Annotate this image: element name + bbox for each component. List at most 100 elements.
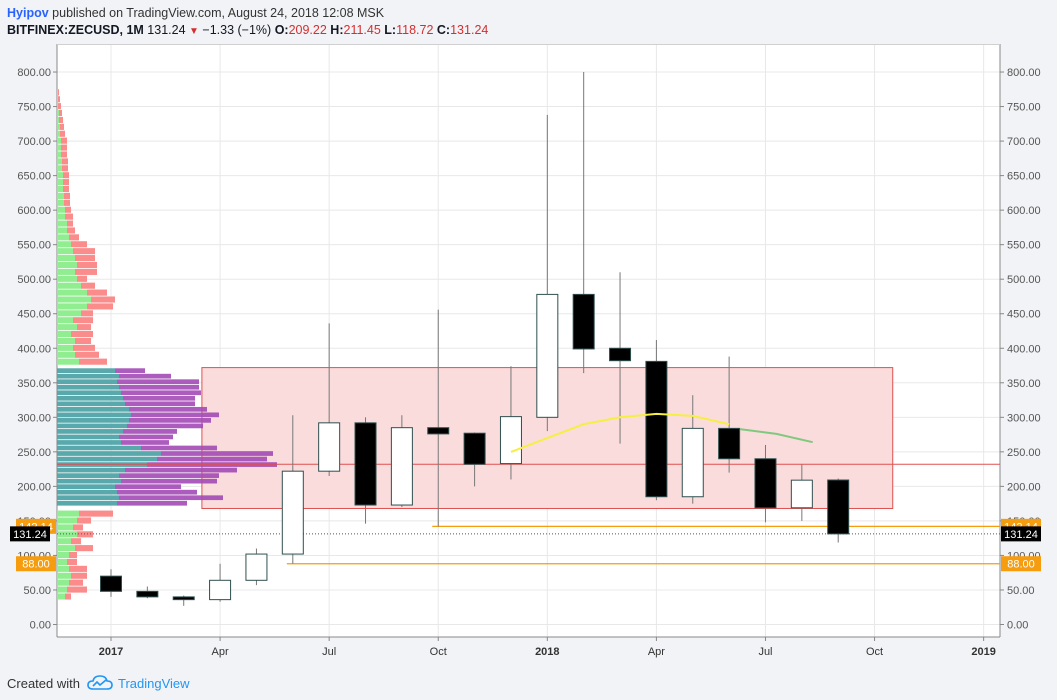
vp-bar-green xyxy=(57,89,58,96)
candle-up[interactable] xyxy=(209,579,232,601)
y-tick-label-right: 300.00 xyxy=(1007,412,1041,424)
vp-bar-green xyxy=(57,130,60,137)
candle-down[interactable] xyxy=(463,432,486,465)
candle-up[interactable] xyxy=(790,479,813,509)
vp-bar-teal xyxy=(57,434,119,440)
high-label: H: xyxy=(330,23,344,37)
vp-bar-red xyxy=(87,289,107,296)
y-tick-label-right: 0.00 xyxy=(1007,620,1028,632)
symbol-label[interactable]: BITFINEX:ZECUSD, 1M xyxy=(7,23,144,37)
vp-bar-green xyxy=(57,179,63,186)
vp-bar-purple xyxy=(125,401,195,407)
vp-bar-red xyxy=(91,296,115,303)
vp-bar-red xyxy=(81,282,95,289)
candle-up[interactable] xyxy=(499,416,522,465)
vp-bar-teal xyxy=(57,445,141,451)
vp-bar-green xyxy=(57,358,79,365)
y-tick-label-left: 400.00 xyxy=(17,343,51,355)
vp-bar-green xyxy=(57,586,67,593)
vp-bar-green xyxy=(57,110,59,117)
vp-bar-red xyxy=(73,248,95,255)
close-value: 131.24 xyxy=(450,23,489,37)
level-tag-right-bg xyxy=(1001,556,1041,572)
x-tick-label: Apr xyxy=(212,646,229,658)
vp-bar-purple xyxy=(125,467,237,473)
vp-bar-purple xyxy=(157,456,267,462)
vp-bar-green xyxy=(57,330,71,338)
vp-bar-red xyxy=(65,593,71,600)
vp-bar-red xyxy=(61,151,67,158)
vp-bar-red xyxy=(77,517,91,524)
candle-up[interactable] xyxy=(318,422,341,472)
vp-bar-green xyxy=(57,185,63,193)
y-tick-label-right: 500.00 xyxy=(1007,274,1041,286)
vp-bar-teal xyxy=(57,489,117,495)
plot-area[interactable] xyxy=(57,44,1000,637)
vp-bar-green xyxy=(57,337,75,345)
vp-bar-green xyxy=(57,123,60,130)
vp-bar-teal xyxy=(57,373,119,379)
y-tick-label-left: 500.00 xyxy=(17,274,51,286)
tradingview-brand-link[interactable]: TradingView xyxy=(118,676,190,691)
candle-up[interactable] xyxy=(536,293,559,418)
y-tick-label-left: 550.00 xyxy=(17,240,51,252)
y-axis-right: 0.0050.00100.00150.00200.00250.00300.003… xyxy=(1000,67,1041,632)
candle-up[interactable] xyxy=(681,427,704,498)
candle-up[interactable] xyxy=(281,470,304,555)
candle-up[interactable] xyxy=(390,427,413,506)
vp-bar-green xyxy=(57,593,65,600)
candle-down[interactable] xyxy=(754,458,777,509)
low-value: 118.72 xyxy=(396,23,434,37)
vp-bar-purple xyxy=(161,451,273,456)
vp-bar-red xyxy=(58,89,59,96)
x-tick-label: Jul xyxy=(758,646,772,658)
x-axis: 2017 Apr Jul Oct 2018 Apr Jul Oct 2019 xyxy=(99,637,996,658)
vp-bar-red xyxy=(77,324,91,331)
candle-down[interactable] xyxy=(354,422,377,506)
candle-down[interactable] xyxy=(427,427,450,435)
candle-down[interactable] xyxy=(609,347,632,362)
vp-bar-red xyxy=(75,545,93,552)
candle-down[interactable] xyxy=(172,596,195,601)
vp-bar-green xyxy=(57,158,62,165)
vp-bar-red xyxy=(64,192,70,199)
vp-bar-red xyxy=(73,524,83,531)
vp-bar-red xyxy=(67,586,87,593)
y-tick-label-left: 450.00 xyxy=(17,309,51,321)
vp-bar-teal xyxy=(57,500,117,506)
candle-down[interactable] xyxy=(645,360,668,498)
candle-down[interactable] xyxy=(572,293,595,350)
vp-bar-red xyxy=(71,572,87,579)
author-link[interactable]: Hyipov xyxy=(7,6,49,20)
vp-bar-purple xyxy=(131,412,219,418)
vp-bar-teal xyxy=(57,473,119,478)
y-tick-label-right: 400.00 xyxy=(1007,343,1041,355)
candlestick-chart[interactable]: 0.0050.00100.00150.00200.00250.00300.003… xyxy=(0,44,1057,668)
candle-down[interactable] xyxy=(136,590,159,598)
vp-bar-green xyxy=(57,344,73,351)
y-tick-label-left: 350.00 xyxy=(17,378,51,390)
vp-bar-green xyxy=(57,524,73,531)
vp-bar-teal xyxy=(57,495,119,501)
vp-bar-red xyxy=(77,261,97,269)
vp-bar-purple xyxy=(115,368,145,374)
vp-bar-red xyxy=(61,144,67,151)
vp-bar-green xyxy=(57,351,75,358)
x-tick-label: Jul xyxy=(322,646,336,658)
candle-down[interactable] xyxy=(718,427,741,460)
vp-bar-green xyxy=(57,151,61,158)
vp-bar-green xyxy=(57,579,69,586)
candle-down[interactable] xyxy=(827,479,850,535)
vp-bar-purple xyxy=(117,489,197,495)
vp-bar-red xyxy=(75,268,97,275)
vp-bar-purple xyxy=(121,440,169,445)
x-tick-label: Oct xyxy=(430,646,447,658)
high-value: 211.45 xyxy=(343,23,381,37)
vp-bar-green xyxy=(57,517,77,524)
candle-down[interactable] xyxy=(100,575,122,592)
vp-bar-red xyxy=(81,310,93,317)
candle-up[interactable] xyxy=(245,553,268,581)
tradingview-cloud-icon[interactable] xyxy=(87,673,113,693)
vp-bar-red xyxy=(71,330,93,338)
vp-bar-teal xyxy=(57,440,121,445)
